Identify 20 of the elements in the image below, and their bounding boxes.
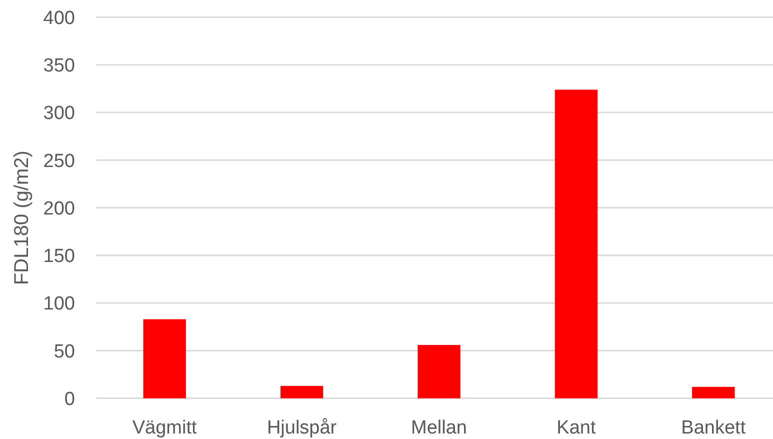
x-tick-label: Hjulspår <box>266 418 338 439</box>
x-tick-label: Kant <box>556 418 596 439</box>
bar <box>418 344 460 398</box>
y-tick-label: 50 <box>54 341 75 362</box>
bar <box>692 386 735 398</box>
y-tick-label: 250 <box>43 150 75 172</box>
x-tick-label: Vägmitt <box>132 418 198 439</box>
y-axis-title: FDL180 (g/m2) <box>11 150 33 286</box>
y-tick-label: 350 <box>43 56 75 77</box>
bar <box>280 386 324 398</box>
x-tick-label: Bankett <box>681 418 746 439</box>
bar <box>143 319 186 398</box>
y-tick-label: 150 <box>43 246 75 268</box>
y-tick-label: 400 <box>43 8 75 29</box>
x-tick-label: Mellan <box>411 418 467 439</box>
bar <box>554 90 598 398</box>
y-tick-label: 200 <box>43 198 75 220</box>
y-tick-label: 300 <box>43 103 75 124</box>
y-tick-label: 100 <box>43 294 75 315</box>
y-tick-label: 0 <box>64 388 75 410</box>
